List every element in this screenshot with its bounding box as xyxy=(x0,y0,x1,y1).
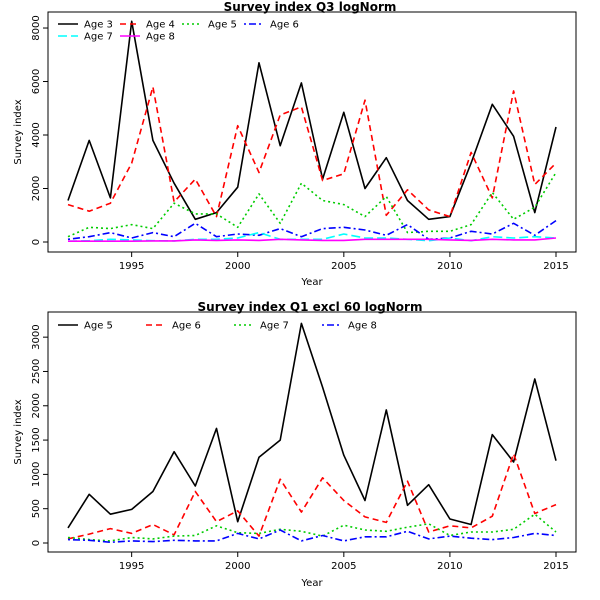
axis-ticks: 1995 2000 2005 2010 2015 0 2000 4000 6000 8000 xyxy=(31,15,569,272)
legend-label: Age 6 xyxy=(172,321,201,332)
y-tick-label: 0 xyxy=(31,239,42,245)
legend-label: Age 3 xyxy=(84,20,113,31)
series-line-age-3 xyxy=(67,20,557,221)
legend: Age 5 Age 6 Age 7 Age 8 xyxy=(58,321,377,332)
axis-ticks: 1995 2000 2005 2010 2015 0 500 1000 1500 2000 2500… xyxy=(31,324,569,572)
x-tick-label: 2015 xyxy=(543,561,568,572)
y-axis-label: Survey index xyxy=(13,399,24,464)
y-tick-label: 2000 xyxy=(31,393,42,418)
series-line-age-6 xyxy=(67,219,557,241)
legend-label: Age 7 xyxy=(260,321,289,332)
legend-label: Age 6 xyxy=(270,20,299,31)
series-lines xyxy=(67,20,557,242)
plot-frame xyxy=(47,311,577,553)
x-tick-label: 1995 xyxy=(119,261,144,272)
x-tick-label: 2000 xyxy=(225,261,250,272)
y-tick-label: 1500 xyxy=(31,427,42,452)
x-tick-label: 2005 xyxy=(331,561,356,572)
series-lines xyxy=(67,322,557,544)
y-tick-label: 0 xyxy=(31,540,42,546)
y-tick-label: 8000 xyxy=(31,15,42,40)
x-tick-label: 2015 xyxy=(543,261,568,272)
plot-frame xyxy=(47,11,577,253)
y-tick-label: 2000 xyxy=(31,176,42,201)
x-axis-label: Year xyxy=(300,277,323,288)
legend-label: Age 7 xyxy=(84,32,113,43)
chart-title: Survey index Q3 logNorm xyxy=(224,0,397,14)
y-tick-label: 3000 xyxy=(31,324,42,349)
legend-label: Age 5 xyxy=(84,321,113,332)
y-tick-label: 6000 xyxy=(31,69,42,94)
x-tick-label: 2010 xyxy=(437,261,462,272)
y-tick-label: 2500 xyxy=(31,359,42,384)
legend-label: Age 4 xyxy=(146,20,175,31)
legend: Age 3 Age 4 Age 5 Age 6 Age 7 Age 8 xyxy=(58,20,299,43)
chart-q1: Survey index Q1 excl 60 logNorm Year Sur… xyxy=(13,300,577,589)
series-line-age-7 xyxy=(67,513,557,542)
series-line-age-8 xyxy=(67,529,557,544)
series-line-age-5 xyxy=(67,322,557,529)
series-line-age-6 xyxy=(67,452,557,540)
series-line-age-4 xyxy=(67,86,557,218)
chart-title: Survey index Q1 excl 60 logNorm xyxy=(198,300,423,314)
legend-label: Age 5 xyxy=(208,20,237,31)
y-tick-label: 1000 xyxy=(31,462,42,487)
chart-q3: Survey index Q3 logNorm Year Survey inde… xyxy=(13,0,577,288)
x-tick-label: 1995 xyxy=(119,561,144,572)
x-tick-label: 2010 xyxy=(437,561,462,572)
y-tick-label: 4000 xyxy=(31,122,42,147)
series-line-age-5 xyxy=(67,172,557,238)
y-axis-label: Survey index xyxy=(13,99,24,164)
legend-label: Age 8 xyxy=(146,32,175,43)
x-tick-label: 2000 xyxy=(225,561,250,572)
y-tick-label: 500 xyxy=(31,499,42,518)
series-line-age-8 xyxy=(68,237,557,242)
x-axis-label: Year xyxy=(300,578,323,589)
legend-label: Age 8 xyxy=(348,321,377,332)
x-tick-label: 2005 xyxy=(331,261,356,272)
